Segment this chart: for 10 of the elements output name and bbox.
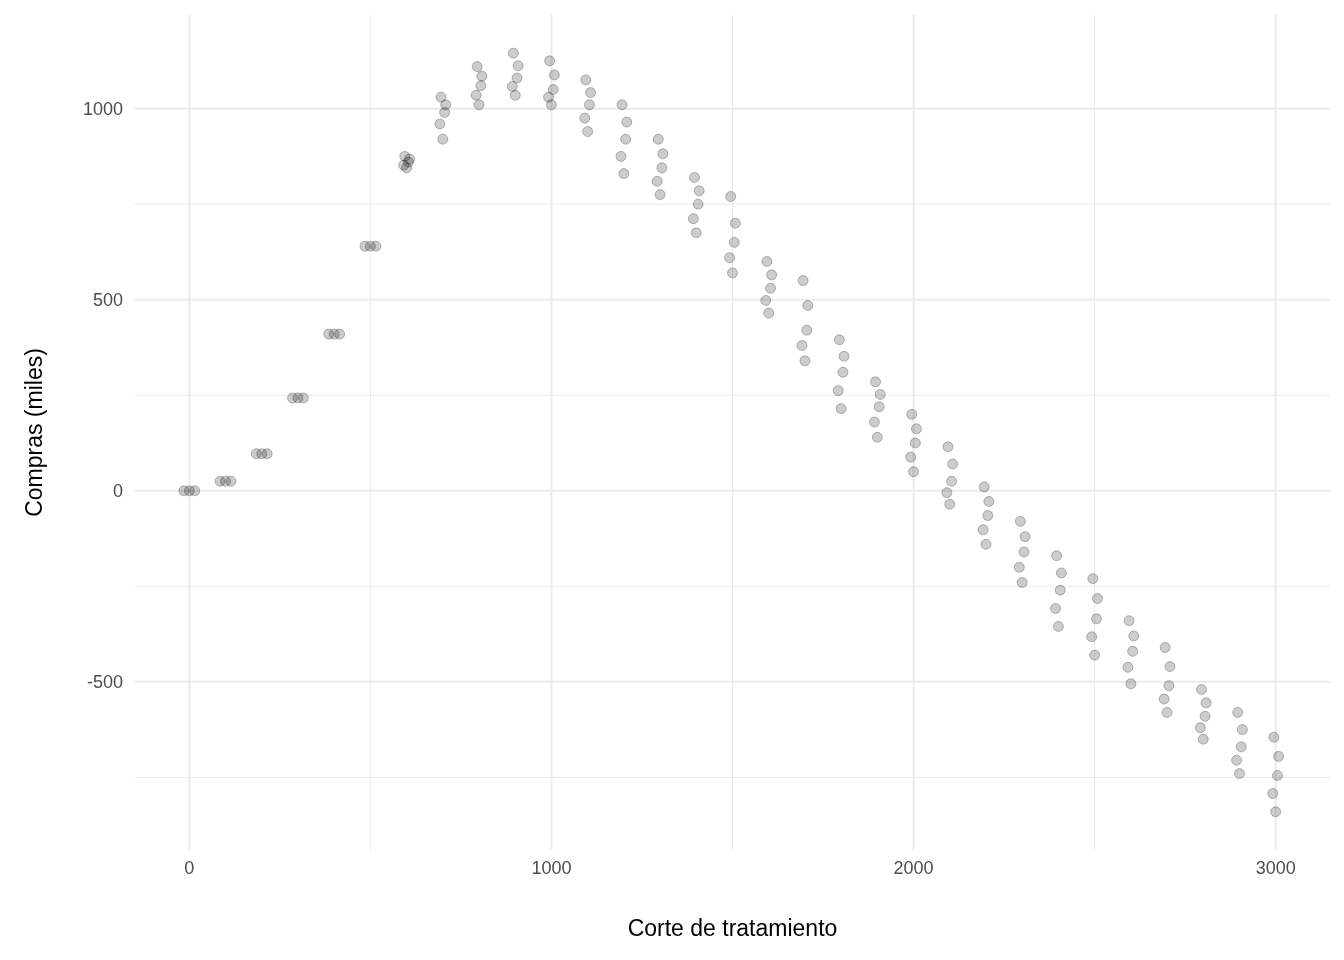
y-axis-title: Compras (miles) <box>21 348 47 517</box>
y-tick-label: 1000 <box>82 98 123 119</box>
x-axis-title: Corte de tratamiento <box>627 915 838 941</box>
x-tick-label: 2000 <box>893 858 934 878</box>
x-tick-label: 0 <box>184 858 195 878</box>
x-tick-label: 1000 <box>531 858 572 878</box>
y-tick-label: 0 <box>112 481 123 502</box>
y-tick-label: 500 <box>92 290 123 310</box>
x-tick-label: 3000 <box>1255 858 1296 878</box>
y-tick-label: -500 <box>86 672 123 693</box>
